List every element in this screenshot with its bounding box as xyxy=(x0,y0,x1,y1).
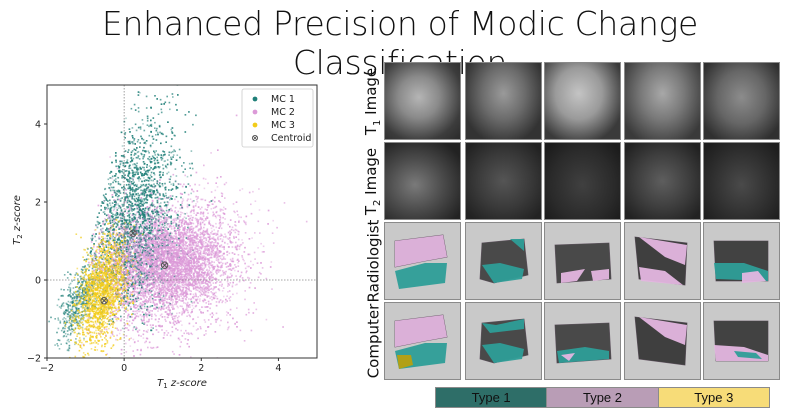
computer-segmentation-1 xyxy=(384,302,461,380)
radiologist-segmentation-4 xyxy=(624,222,701,300)
row-label-radiologist: Radiologist xyxy=(364,219,383,303)
computer-segmentation-3 xyxy=(544,302,621,380)
t2-image-2 xyxy=(465,142,542,220)
centroid-markers xyxy=(100,229,169,305)
radiologist-segmentation-1 xyxy=(384,222,461,300)
t1-image-1 xyxy=(384,62,461,140)
legend-centroid-label: Centroid xyxy=(271,133,311,144)
t1-image-3 xyxy=(544,62,621,140)
axis-ticks: −2 0 2 4 −2 0 2 4 xyxy=(27,120,281,375)
x-tick-label: −2 xyxy=(40,363,54,374)
computer-segmentation-5 xyxy=(703,302,780,380)
x-tick-label: 4 xyxy=(275,363,281,374)
type-legend-bar: Type 1 Type 2 Type 3 xyxy=(435,387,770,408)
legend-mc1-label: MC 1 xyxy=(271,94,295,105)
x-axis-label: T1 z-score xyxy=(157,378,207,390)
computer-segmentation-2 xyxy=(465,302,542,380)
y-tick-label: 0 xyxy=(35,276,41,287)
legend-mc3-dot xyxy=(252,122,258,128)
t2-image-5 xyxy=(703,142,780,220)
radiologist-segmentation-3 xyxy=(544,222,621,300)
radiologist-segmentation-5 xyxy=(703,222,780,300)
legend-type-1: Type 1 xyxy=(436,388,548,407)
t1-image-5 xyxy=(703,62,780,140)
legend-centroid-icon xyxy=(251,134,259,142)
legend-mc1-dot xyxy=(252,96,258,102)
t2-image-4 xyxy=(624,142,701,220)
row-label-computer: Computer xyxy=(364,303,383,379)
y-tick-label: −2 xyxy=(27,354,41,365)
t1-image-2 xyxy=(465,62,542,140)
radiologist-segmentation-2 xyxy=(465,222,542,300)
centroid-icon xyxy=(129,229,137,237)
legend-mc2-label: MC 2 xyxy=(271,107,295,118)
scatter-plot: −2 0 2 4 −2 0 2 4 T1 z-score T2 z-score MC 1 MC… xyxy=(0,60,340,400)
legend-mc3-label: MC 3 xyxy=(271,120,295,131)
legend-mc2-dot xyxy=(252,109,258,115)
t1-image-4 xyxy=(624,62,701,140)
scatter-svg: −2 0 2 4 −2 0 2 4 T1 z-score T2 z-score MC 1 MC… xyxy=(12,84,318,390)
plot-frame xyxy=(46,84,318,359)
computer-segmentation-4 xyxy=(624,302,701,380)
image-comparison-grid: T1 Image T2 Image Radiologist Computer xyxy=(362,62,782,380)
row-label-t1: T1 Image xyxy=(362,67,384,135)
y-tick-label: 4 xyxy=(35,120,41,131)
scatter-clouds xyxy=(48,85,308,358)
centroid-icon xyxy=(100,296,108,305)
y-tick-label: 2 xyxy=(35,198,41,209)
row-label-t2: T2 Image xyxy=(362,147,384,215)
x-tick-label: 0 xyxy=(121,363,127,374)
x-tick-label: 2 xyxy=(198,363,204,374)
legend-type-2: Type 2 xyxy=(547,388,659,407)
t2-image-1 xyxy=(384,142,461,220)
t2-image-3 xyxy=(544,142,621,220)
plot-legend: MC 1 MC 2 MC 3 Centroid xyxy=(241,88,314,148)
centroid-icon xyxy=(160,261,169,269)
y-axis-label: T2 z-score xyxy=(12,195,24,245)
legend-type-3: Type 3 xyxy=(658,388,769,407)
